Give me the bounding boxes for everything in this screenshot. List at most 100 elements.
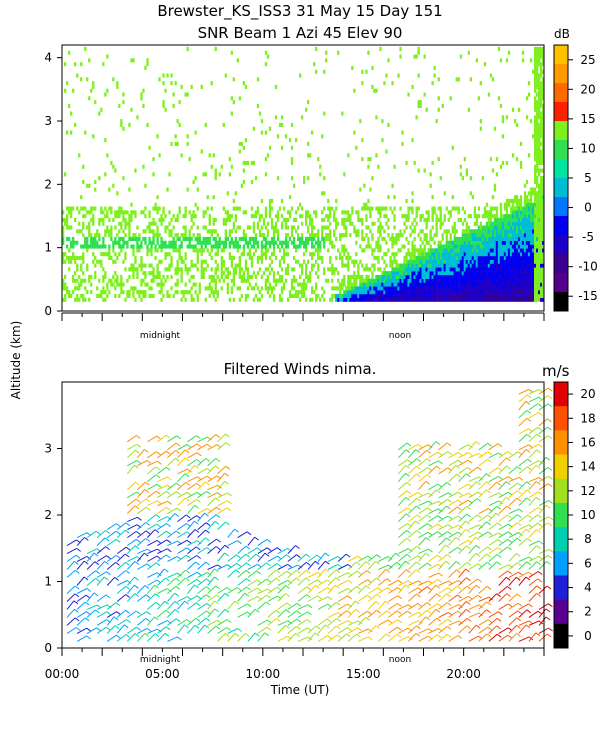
snr-cell [258,297,262,302]
wind-barb-flag [366,594,372,599]
snr-cell [449,271,452,276]
snr-cell [393,214,396,219]
snr-cell [491,240,495,245]
snr-cell [379,225,382,230]
snr-cell [170,259,173,264]
snr-cell [268,286,272,291]
snr-cell [329,240,332,245]
snr-cell [435,290,438,295]
snr-cell [523,214,527,219]
snr-cell [363,290,366,295]
wind-barb-flag [157,628,162,633]
snr-cell [487,214,491,219]
snr-cell [148,248,151,253]
snr-cell [491,225,495,230]
snr-cell [451,240,454,245]
snr-cell [274,278,278,283]
snr-cell [305,236,308,241]
snr-cell [403,293,406,298]
snr-cell [373,278,376,283]
snr-cell [487,271,491,276]
wind-barb [327,618,338,626]
snr-cell [499,221,503,226]
snr-cell [206,195,209,200]
snr-cell [421,267,424,272]
wind-barb-flag [214,608,219,613]
wind-barb [287,602,298,610]
snr-cell [96,229,99,234]
snr-cell [278,259,282,264]
wind-barb-flag [196,435,201,440]
snr-cell [142,164,145,169]
wind-barb-flag [136,443,142,448]
snr-cell [311,255,314,260]
snr-cell [513,286,517,291]
snr-cell [142,263,145,268]
snr-cell [276,278,280,283]
snr-cell [467,240,470,245]
snr-cell [534,130,537,135]
snr-cell [341,244,344,249]
snr-cell [421,229,424,234]
snr-cell [244,259,248,264]
snr-cell [88,244,91,249]
snr-cell [311,290,314,295]
snr-cell [238,96,241,101]
wind-barb [297,636,309,642]
wind-barb [317,560,326,570]
snr-cell [527,286,531,291]
wind-barb-flag [385,600,390,605]
snr-cell [122,259,125,264]
snr-cell [517,259,521,264]
wind-barb-flag [186,619,191,623]
snr-cell [507,267,511,272]
wind-barb-flag [136,626,141,631]
snr-cell [517,267,521,272]
wind-barb [307,632,316,642]
snr-cell [94,206,97,211]
colorbar-tick-label: 15 [580,112,595,126]
wind-barb [136,522,147,530]
snr-cell [146,248,149,253]
snr-cell [252,160,256,165]
wind-barb [378,587,388,594]
snr-cell [367,164,370,169]
wind-barb-flag [254,536,260,541]
snr-cell [469,286,472,291]
snr-cell [84,286,87,291]
snr-cell [483,267,487,272]
snr-cell [142,271,145,276]
snr-cell [182,290,185,295]
snr-cell [363,278,366,283]
snr-cell [449,240,452,245]
snr-cell [519,141,523,146]
wind-barb-flag [195,561,200,566]
snr-cell [431,81,434,86]
snr-cell [272,236,276,241]
wind-barb-flag [428,492,433,497]
snr-cell [473,259,476,264]
snr-cell [106,229,109,234]
snr-cell [413,267,416,272]
snr-cell [230,286,233,291]
wind-barb-flag [416,497,421,502]
snr-cell [427,252,430,257]
snr-cell [112,240,115,245]
wind-barb [217,564,228,570]
snr-cell [499,58,503,63]
snr-cell [447,255,450,260]
wind-barb-flag [296,602,302,607]
snr-cell [507,248,511,253]
snr-cell [212,229,215,234]
snr-cell [339,233,342,238]
snr-cell [511,236,515,241]
wind-barb [277,620,289,626]
snr-cell [437,107,440,112]
snr-cell [391,183,394,188]
wind-barb [197,603,208,610]
snr-cell [495,240,499,245]
snr-cell [238,259,241,264]
snr-cell [538,73,541,78]
snr-cell [317,233,320,238]
snr-cell [375,88,378,93]
